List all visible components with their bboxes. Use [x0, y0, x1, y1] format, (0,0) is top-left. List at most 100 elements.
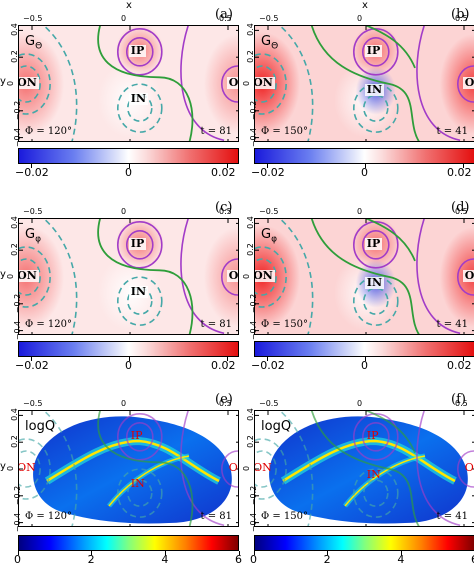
- quantity-subscript: Θ: [35, 41, 43, 52]
- panel-tag: (d): [451, 200, 470, 215]
- x-tick-label: 0.5: [455, 14, 468, 23]
- colorbar-tick-label: 0: [125, 359, 132, 372]
- panel-b-plot: [255, 26, 474, 141]
- label-in: IN: [128, 285, 148, 299]
- time-value: t = 41: [436, 319, 468, 330]
- colorbar-tick: [327, 551, 329, 555]
- colorbar-logq: [254, 535, 474, 551]
- colorbar-tick-label: 0: [361, 166, 368, 179]
- colorbar-tick-label: −0.02: [251, 166, 285, 179]
- y-tick-label: −0.4: [249, 512, 259, 532]
- y-axis-name: y: [0, 76, 6, 87]
- panel-b: ON IP IN OP GΘ Φ = 150° t = 41: [254, 25, 474, 142]
- y-tick-label: 0.4: [245, 23, 255, 37]
- quantity-name: Gφ: [261, 227, 277, 245]
- time-value: t = 81: [200, 126, 232, 137]
- y-axis-name: y: [0, 461, 6, 472]
- label-op: OP: [226, 77, 238, 89]
- quantity-subscript: φ: [271, 234, 278, 245]
- y-tick-label: 0.2: [245, 243, 255, 257]
- colorbar-tick-label: 4: [161, 553, 169, 566]
- quantity-name: logQ: [261, 419, 292, 434]
- panel-c-plot: [19, 219, 238, 334]
- label-ip: IP: [130, 428, 143, 442]
- colorbar-tick-label: −0.02: [15, 166, 49, 179]
- y-tick-label: 0: [242, 80, 252, 87]
- x-tick-label: −0.5: [259, 399, 279, 408]
- panel-f: ON IP IN OP logQ Φ = 150° t = 41: [254, 410, 474, 527]
- quantity-subscript: φ: [35, 234, 42, 245]
- y-tick-label: −0.4: [13, 512, 23, 532]
- label-ip: IP: [366, 428, 379, 442]
- colorbar-tick: [30, 164, 32, 168]
- label-in: IN: [128, 92, 148, 106]
- x-tick-label: 0: [121, 399, 127, 408]
- y-tick-label: 0.2: [9, 435, 19, 449]
- label-in: IN: [366, 467, 381, 481]
- y-tick-label: 0.2: [9, 50, 19, 64]
- x-tick-label: −0.5: [23, 207, 43, 216]
- colorbar-tick-label: 4: [397, 553, 405, 566]
- y-tick-label: 0: [6, 273, 16, 280]
- quantity-name: logQ: [25, 419, 56, 434]
- colorbar-tick-label: 0: [125, 166, 132, 179]
- colorbar-tick: [462, 357, 464, 361]
- time-value: t = 81: [200, 319, 232, 330]
- colorbar-tick-label: 6: [235, 553, 242, 566]
- x-tick-label: 0: [121, 207, 127, 216]
- y-tick-label: −0.2: [13, 293, 23, 314]
- phi-value: Φ = 120°: [25, 319, 73, 330]
- colorbar-tick-label: 0: [250, 553, 257, 566]
- phi-value: Φ = 120°: [25, 511, 73, 522]
- colorbar-tick: [226, 357, 228, 361]
- colorbar-tick-label: 0.02: [447, 166, 472, 179]
- x-tick-label: 0: [357, 14, 363, 23]
- y-tick-label: 0.4: [9, 216, 19, 230]
- colorbar-logq: [18, 535, 239, 551]
- phi-value: Φ = 150°: [261, 319, 309, 330]
- colorbar-tick: [91, 551, 93, 555]
- time-value: t = 41: [436, 511, 468, 522]
- colorbar-tick: [128, 357, 130, 361]
- x-tick-label: 0.5: [219, 399, 232, 408]
- label-op: OP: [462, 77, 474, 89]
- time-value: t = 41: [436, 126, 468, 137]
- label-on: ON: [255, 270, 275, 282]
- panel-tag: (b): [451, 7, 470, 22]
- label-op: OP: [226, 270, 238, 282]
- colorbar-g: [18, 341, 239, 357]
- label-on: ON: [19, 270, 39, 282]
- colorbar-tick: [364, 357, 366, 361]
- colorbar-tick-label: −0.02: [251, 359, 285, 372]
- colorbar-g: [18, 148, 239, 164]
- panel-d-plot: [255, 219, 474, 334]
- quantity-symbol: G: [25, 227, 36, 242]
- colorbar-tick: [164, 551, 166, 555]
- label-on: ON: [254, 461, 272, 474]
- quantity-subscript: Θ: [271, 41, 279, 52]
- colorbar-tick-label: 0.02: [211, 166, 236, 179]
- label-ip: IP: [128, 236, 147, 250]
- y-tick-label: −0.2: [249, 485, 259, 506]
- colorbar-tick: [226, 164, 228, 168]
- y-tick-label: −0.4: [13, 320, 23, 340]
- label-op: OP: [462, 270, 474, 282]
- colorbar-tick-label: 0: [361, 359, 368, 372]
- x-tick-label: 0: [121, 14, 127, 23]
- panel-d: ON IP IN OP Gφ Φ = 150° t = 41: [254, 218, 474, 335]
- y-tick-label: −0.2: [13, 100, 23, 121]
- panel-e: ON IP IN OP logQ Φ = 120° t = 81: [18, 410, 239, 527]
- colorbar-tick-label: 0.02: [211, 359, 236, 372]
- y-tick-label: 0.2: [9, 243, 19, 257]
- label-on: ON: [18, 461, 36, 474]
- y-tick-label: −0.2: [249, 293, 259, 314]
- panel-tag: (f): [451, 392, 466, 407]
- quantity-name: GΘ: [261, 34, 278, 52]
- phi-value: Φ = 150°: [261, 126, 309, 137]
- y-tick-label: 0.4: [245, 216, 255, 230]
- colorbar-tick: [238, 551, 240, 555]
- label-on: ON: [19, 77, 39, 89]
- colorbar-tick: [266, 164, 268, 168]
- colorbar-tick: [462, 164, 464, 168]
